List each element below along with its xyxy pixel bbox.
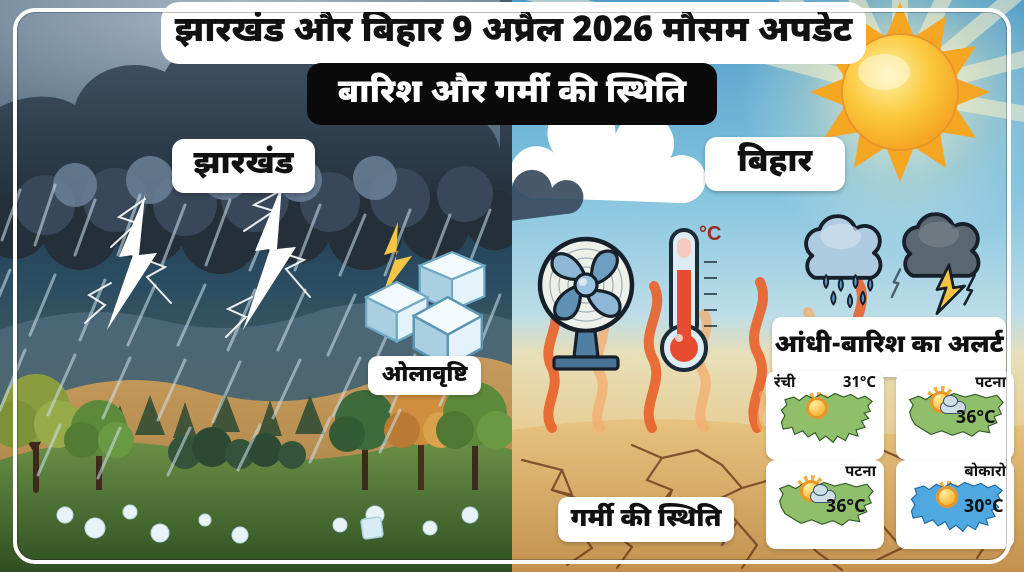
svg-text:°C: °C [699,223,721,245]
